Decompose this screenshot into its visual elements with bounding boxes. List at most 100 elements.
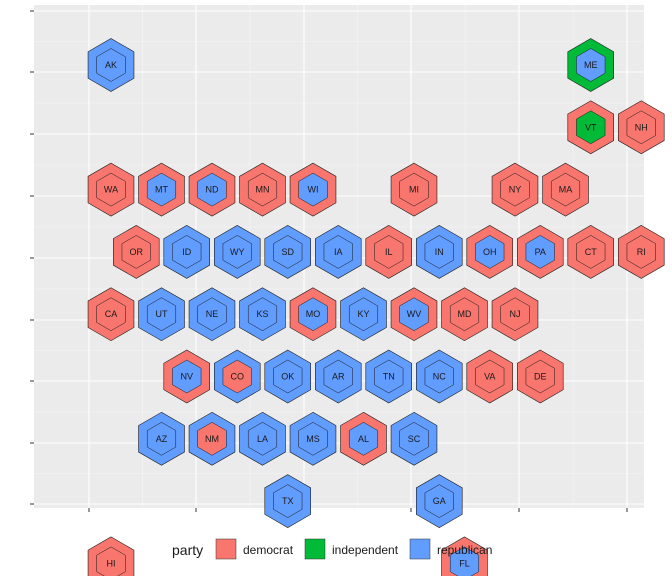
state-hex-inner <box>96 48 126 82</box>
state-hex-oh: OH <box>466 225 514 279</box>
state-hex-ak: AK <box>87 38 135 92</box>
legend-label-democrat: democrat <box>243 543 294 557</box>
state-hex-inner <box>323 359 353 394</box>
state-label: AR <box>332 372 345 382</box>
state-hex-inner <box>550 172 581 207</box>
state-hex-inner <box>247 422 278 456</box>
state-label: NV <box>180 372 193 382</box>
state-hex-inner <box>424 484 454 518</box>
state-hex-co: CO <box>214 349 261 404</box>
state-hex-ks: KS <box>239 287 286 342</box>
state-hex-nh: NH <box>617 100 665 155</box>
state-label: WY <box>230 247 245 257</box>
state-label: VA <box>484 372 495 382</box>
state-label: MT <box>155 185 168 195</box>
legend-title: party <box>172 542 203 558</box>
state-hex-wy: WY <box>214 225 261 279</box>
state-label: AZ <box>156 434 168 444</box>
state-hex-inner <box>323 235 353 269</box>
state-hex-inner <box>96 172 126 207</box>
state-hex-inner <box>500 172 530 207</box>
state-hex-ar: AR <box>314 349 362 404</box>
state-label: NH <box>635 122 648 132</box>
state-label: VT <box>585 122 597 132</box>
state-label: MI <box>409 185 419 195</box>
state-hex-inner <box>374 359 404 394</box>
state-hex-ca: CA <box>87 287 135 342</box>
state-hex-me: ME <box>567 38 615 92</box>
state-hex-az: AZ <box>138 411 185 466</box>
state-hex-vt: VT <box>567 100 615 155</box>
legend-item-democrat: democrat <box>215 538 294 560</box>
state-label: NY <box>509 185 522 195</box>
state-label: WA <box>104 185 118 195</box>
state-hex-mt: MT <box>138 162 185 217</box>
state-hex-inner <box>449 546 480 576</box>
state-label: PA <box>535 247 546 257</box>
state-hex-mn: MN <box>239 162 286 217</box>
state-label: CT <box>585 247 597 257</box>
state-hex-inner <box>197 297 227 331</box>
legend-label-independent: independent <box>332 543 399 557</box>
state-label: GA <box>433 496 446 506</box>
state-hex-wv: WV <box>390 287 438 342</box>
state-label: WI <box>308 185 319 195</box>
state-label: NC <box>433 372 446 382</box>
state-hex-nm: NM <box>188 411 236 466</box>
state-hex-inner <box>626 235 656 269</box>
state-hex-nc: NC <box>415 349 463 404</box>
state-label: CA <box>105 309 118 319</box>
state-label: OK <box>281 372 294 382</box>
state-label: MD <box>458 309 472 319</box>
state-hex-wi: WI <box>289 162 337 217</box>
legend-label-republican: republican <box>437 543 492 557</box>
state-label: KS <box>256 309 268 319</box>
state-hex-inner <box>121 235 151 269</box>
state-hex-de: DE <box>516 349 564 404</box>
state-hex-sd: SD <box>264 225 312 279</box>
state-label: LA <box>257 434 268 444</box>
state-hex-ok: OK <box>264 349 312 404</box>
state-hex-nv: NV <box>163 349 210 404</box>
state-hex-ny: NY <box>491 162 539 217</box>
state-label: OH <box>483 247 497 257</box>
state-hex-va: VA <box>466 349 514 404</box>
state-hex-inner <box>475 235 505 269</box>
state-label: MS <box>306 434 320 444</box>
state-label: IN <box>435 247 444 257</box>
state-label: ND <box>206 185 219 195</box>
state-hex-ma: MA <box>542 162 589 217</box>
state-hex-inner <box>424 235 454 269</box>
legend-item-independent: independent <box>304 538 399 560</box>
state-hex-hi: HI <box>87 536 135 576</box>
state-hex-inner <box>222 359 252 394</box>
state-label: DE <box>534 372 547 382</box>
state-hex-tx: TX <box>264 474 312 528</box>
state-hex-layer: AK ME VT NH WA MT ND MN WI MI NY MA OR ID WY SD IA IL IN OH… <box>87 38 665 576</box>
state-hex-fl: FL <box>441 536 488 576</box>
state-label: SD <box>281 247 294 257</box>
state-hex-inner <box>399 172 429 207</box>
state-hex-inner <box>298 297 328 331</box>
state-label: MA <box>559 185 573 195</box>
state-hex-or: OR <box>113 225 160 279</box>
state-hex-ct: CT <box>567 225 615 279</box>
state-label: IL <box>385 247 393 257</box>
state-hex-inner <box>247 297 278 331</box>
state-label: NM <box>205 434 219 444</box>
legend: party democrat independent republican <box>172 538 492 560</box>
state-hex-inner <box>348 297 379 331</box>
state-label: UT <box>156 309 168 319</box>
legend-key-independent <box>304 538 326 560</box>
state-hex-al: AL <box>340 411 387 466</box>
state-label: MO <box>306 309 321 319</box>
state-hex-nd: ND <box>188 162 236 217</box>
state-hex-inner <box>96 297 126 331</box>
state-hex-ms: MS <box>289 411 337 466</box>
state-hex-inner <box>348 422 379 456</box>
state-label: TN <box>383 372 395 382</box>
state-hex-inner <box>172 235 202 269</box>
state-hex-inner <box>576 235 606 269</box>
state-hex-inner <box>399 297 429 331</box>
